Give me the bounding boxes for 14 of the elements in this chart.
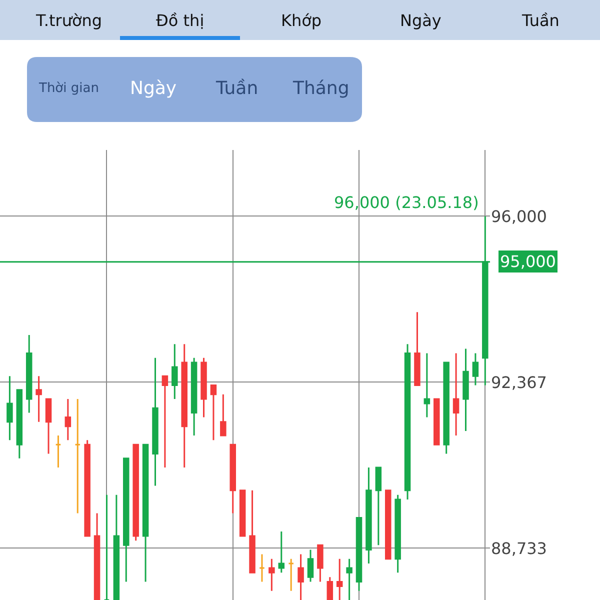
text: Tuần xyxy=(215,78,258,99)
ref-line-label: 95,000 xyxy=(500,252,556,271)
y-tick-label: 88,733 xyxy=(491,538,547,558)
text: T.trường xyxy=(35,11,102,30)
text: Ngày xyxy=(400,11,442,30)
text: Thời gian xyxy=(38,81,99,96)
text: Khớp xyxy=(281,11,322,30)
y-tick-label: 96,000 xyxy=(491,206,547,226)
text: Ngày xyxy=(130,78,177,99)
text: Đồ thị xyxy=(156,11,204,30)
text: Tuần xyxy=(521,11,560,30)
text: Tháng xyxy=(292,78,350,99)
y-tick-label: 92,367 xyxy=(491,372,547,392)
annotation: 96,000 (23.05.18) xyxy=(334,193,479,212)
